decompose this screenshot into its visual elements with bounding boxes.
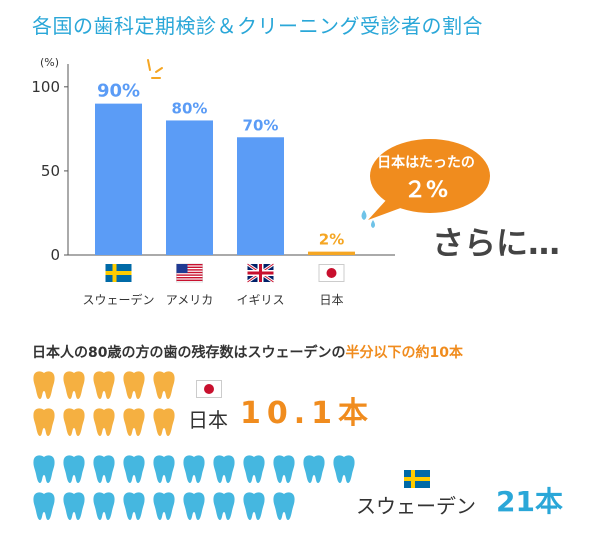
tooth-icon	[92, 491, 116, 525]
tooth-icon	[122, 370, 146, 404]
bar-1	[166, 120, 213, 255]
bar-2	[237, 137, 284, 255]
y-tick-label: 0	[50, 246, 60, 264]
category-label: スウェーデン	[82, 292, 154, 307]
sweden-teeth-count: 21本	[496, 485, 563, 518]
tooth-icon	[242, 454, 266, 488]
tooth-icon	[272, 491, 296, 525]
tooth-icon	[182, 454, 206, 488]
y-tick-label: 100	[31, 78, 60, 96]
tooth-icon	[92, 454, 116, 488]
teeth-headline: 日本人の80歳の方の歯の残存数はスウェーデンの半分以下の約10本	[32, 342, 463, 362]
japan-teeth-count: 10.1本	[240, 396, 375, 431]
tooth-icon	[332, 454, 356, 488]
tooth-icon	[242, 491, 266, 525]
headline-subject: スウェーデンの	[247, 345, 346, 361]
bar-0	[95, 103, 142, 255]
tooth-icon	[32, 407, 56, 441]
tooth-icon	[302, 454, 326, 488]
category-label: イギリス	[236, 293, 284, 307]
sparkle-icon	[147, 59, 163, 79]
tooth-icon	[152, 491, 176, 525]
japan-flag-icon	[196, 380, 222, 398]
headline-highlight: 半分以下の約10本	[345, 345, 463, 361]
tooth-icon	[62, 370, 86, 404]
category-label: アメリカ	[166, 293, 213, 307]
tooth-icon	[182, 491, 206, 525]
japan-teeth-grid	[32, 370, 182, 440]
tooth-icon	[152, 454, 176, 488]
headline-prefix: 日本人の80歳の方の歯の残存数は	[32, 345, 248, 361]
tooth-icon	[62, 454, 86, 488]
sweden-flag-icon	[404, 470, 430, 488]
tooth-icon	[122, 454, 146, 488]
tooth-icon	[32, 491, 56, 525]
sweden-flag-icon	[105, 264, 132, 282]
bubble-percent: ２%	[403, 178, 449, 203]
emphasis-text: さらに…	[432, 224, 561, 262]
bubble-text: 日本はたったの	[377, 155, 475, 171]
sweden-label: スウェーデン	[356, 494, 476, 518]
bar-value-label: 80%	[172, 99, 208, 117]
speech-bubble	[368, 139, 490, 220]
bar-value-label: 70%	[243, 116, 279, 134]
tooth-icon	[32, 454, 56, 488]
bar-3	[308, 251, 355, 255]
usa-flag-icon	[176, 263, 203, 283]
japan-flag-icon	[318, 264, 345, 282]
tooth-icon	[152, 370, 176, 404]
page-title: 各国の歯科定期検診＆クリーニング受診者の割合	[32, 14, 483, 38]
category-label: 日本	[319, 293, 343, 307]
tooth-icon	[92, 370, 116, 404]
bar-value-label: 90%	[97, 81, 140, 102]
tooth-icon	[212, 491, 236, 525]
tooth-icon	[32, 370, 56, 404]
tooth-icon	[122, 407, 146, 441]
tooth-icon	[122, 491, 146, 525]
tooth-icon	[152, 407, 176, 441]
uk-flag-icon	[246, 262, 275, 284]
bar-chart: (%) 0 50 100 90% スウェーデン 80% アメリカ 70% イギリス 2% 日本	[31, 56, 395, 307]
sweden-teeth-grid	[32, 454, 362, 526]
y-tick-label: 50	[41, 162, 60, 180]
tooth-icon	[212, 454, 236, 488]
tooth-icon	[272, 454, 296, 488]
y-unit-label: (%)	[40, 56, 59, 69]
bar-value-label: 2%	[319, 231, 344, 249]
tooth-icon	[62, 491, 86, 525]
sweat-drop-icon	[361, 210, 375, 228]
japan-label: 日本	[188, 408, 228, 432]
tooth-icon	[62, 407, 86, 441]
tooth-icon	[92, 407, 116, 441]
